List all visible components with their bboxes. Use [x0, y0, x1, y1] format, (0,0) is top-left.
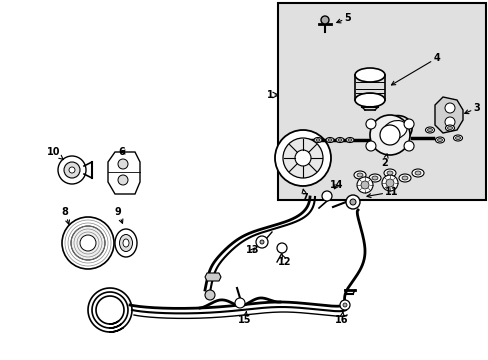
- Ellipse shape: [346, 138, 353, 143]
- Ellipse shape: [398, 174, 410, 182]
- Ellipse shape: [414, 171, 420, 175]
- Ellipse shape: [437, 139, 442, 141]
- Circle shape: [294, 150, 310, 166]
- Ellipse shape: [383, 169, 395, 177]
- Ellipse shape: [371, 176, 377, 180]
- Text: 6: 6: [119, 147, 125, 157]
- Circle shape: [385, 179, 393, 187]
- Ellipse shape: [382, 121, 407, 139]
- Ellipse shape: [452, 135, 462, 141]
- Text: 4: 4: [391, 53, 440, 85]
- Text: 2: 2: [381, 154, 387, 168]
- Polygon shape: [204, 273, 221, 281]
- Text: 15: 15: [238, 312, 251, 325]
- Ellipse shape: [386, 171, 392, 175]
- Ellipse shape: [425, 127, 434, 133]
- Ellipse shape: [354, 68, 384, 82]
- Circle shape: [204, 290, 215, 300]
- Circle shape: [369, 115, 409, 155]
- Circle shape: [283, 138, 323, 178]
- Circle shape: [118, 175, 128, 185]
- Circle shape: [381, 175, 397, 191]
- Circle shape: [256, 236, 267, 248]
- Text: 11: 11: [366, 187, 398, 198]
- Circle shape: [349, 199, 355, 205]
- Circle shape: [321, 191, 331, 201]
- Text: 14: 14: [329, 180, 343, 190]
- Circle shape: [379, 125, 399, 145]
- Text: 12: 12: [278, 254, 291, 267]
- Text: 5: 5: [336, 13, 351, 23]
- Ellipse shape: [411, 169, 423, 177]
- Ellipse shape: [337, 139, 341, 141]
- Text: 16: 16: [335, 312, 348, 325]
- Circle shape: [235, 298, 244, 308]
- Ellipse shape: [356, 173, 362, 177]
- Circle shape: [403, 119, 413, 129]
- Circle shape: [71, 226, 105, 260]
- Circle shape: [444, 103, 454, 113]
- Ellipse shape: [315, 139, 319, 141]
- Circle shape: [69, 167, 75, 173]
- Circle shape: [339, 300, 349, 310]
- Ellipse shape: [447, 126, 451, 130]
- Circle shape: [342, 303, 346, 307]
- Ellipse shape: [377, 116, 411, 144]
- Circle shape: [356, 177, 372, 193]
- Polygon shape: [108, 152, 140, 194]
- Circle shape: [403, 141, 413, 151]
- Ellipse shape: [115, 229, 137, 257]
- Text: 1: 1: [266, 90, 273, 100]
- Ellipse shape: [435, 137, 444, 143]
- Circle shape: [62, 217, 114, 269]
- Text: 13: 13: [246, 245, 259, 255]
- Text: 10: 10: [47, 147, 63, 160]
- Ellipse shape: [454, 136, 460, 140]
- Text: 7: 7: [301, 189, 308, 203]
- Circle shape: [274, 130, 330, 186]
- Ellipse shape: [445, 125, 453, 131]
- Ellipse shape: [313, 138, 321, 143]
- Circle shape: [346, 195, 359, 209]
- Circle shape: [320, 16, 328, 24]
- Ellipse shape: [347, 139, 351, 141]
- Text: 8: 8: [61, 207, 69, 224]
- Circle shape: [58, 156, 86, 184]
- Ellipse shape: [354, 93, 384, 107]
- Circle shape: [118, 159, 128, 169]
- Circle shape: [444, 117, 454, 127]
- Text: 3: 3: [464, 103, 479, 114]
- Polygon shape: [434, 97, 462, 133]
- Ellipse shape: [353, 171, 365, 179]
- Circle shape: [360, 181, 368, 189]
- Circle shape: [260, 240, 264, 244]
- Ellipse shape: [401, 176, 407, 180]
- Ellipse shape: [325, 138, 333, 143]
- Ellipse shape: [335, 138, 343, 143]
- Circle shape: [80, 235, 96, 251]
- Circle shape: [64, 162, 80, 178]
- Ellipse shape: [368, 174, 380, 182]
- Ellipse shape: [123, 239, 129, 247]
- Circle shape: [365, 141, 375, 151]
- Circle shape: [365, 119, 375, 129]
- Ellipse shape: [327, 139, 331, 141]
- Bar: [278, 3, 485, 200]
- Ellipse shape: [427, 129, 431, 131]
- Circle shape: [276, 243, 286, 253]
- Text: 9: 9: [114, 207, 122, 223]
- Ellipse shape: [119, 234, 132, 252]
